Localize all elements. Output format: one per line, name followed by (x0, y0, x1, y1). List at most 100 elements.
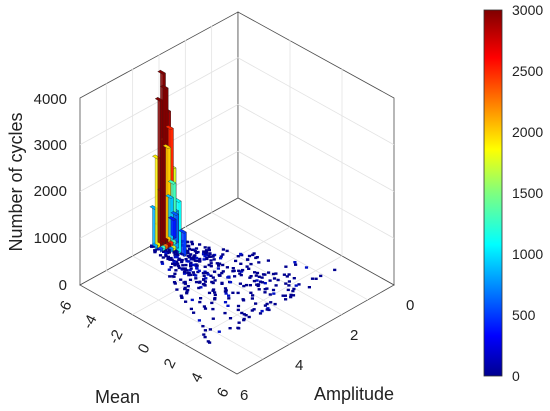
floor-cell (228, 281, 233, 284)
floor-cell (238, 272, 242, 275)
floor-cell (256, 284, 260, 288)
floor-cell (254, 302, 258, 305)
x-tick: -6 (54, 298, 75, 318)
floor-cell (203, 307, 208, 310)
floor-cell (195, 264, 199, 267)
floor-cell (179, 278, 183, 281)
floor-cell (242, 313, 246, 316)
floor-cell (190, 240, 194, 244)
floor-cell (169, 266, 173, 269)
floor-cell (173, 264, 177, 267)
floor-cell (272, 277, 277, 280)
floor-cell (247, 315, 251, 319)
floor-cell (175, 255, 179, 259)
floor-cell (166, 257, 170, 261)
floor-cell (177, 266, 181, 270)
floor-cell (180, 258, 184, 262)
floor-cell (192, 248, 196, 251)
floor-cell (153, 250, 157, 254)
floor-cell (252, 308, 256, 311)
colorbar-tick: 0 (512, 368, 520, 384)
floor-cell (204, 271, 208, 274)
floor-cell (202, 278, 206, 281)
floor-cell (287, 284, 291, 287)
floor-cell (269, 301, 273, 304)
floor-cell (164, 255, 168, 258)
floor-cell (181, 253, 185, 256)
floor-cell (194, 274, 198, 277)
floor-cell (189, 253, 193, 256)
floor-cell (163, 249, 167, 252)
floor-cell (193, 250, 197, 253)
floor-cell (160, 260, 164, 264)
floor-cell (172, 281, 177, 284)
floor-cell (268, 279, 272, 282)
z-tick-labels: 0 1000 2000 3000 4000 (34, 91, 67, 294)
axes-box (79, 11, 395, 375)
floor-cell (185, 292, 189, 295)
floor-cell (268, 293, 272, 296)
floor-cell (211, 276, 215, 279)
floor-cell (247, 267, 251, 270)
floor-cell (253, 271, 257, 274)
z-gridline (237, 57, 395, 146)
floor-cell (319, 274, 323, 278)
floor-cell (252, 279, 256, 283)
floor-cell (208, 252, 212, 255)
floor-cell (192, 258, 196, 261)
floor-cell (283, 294, 287, 297)
floor-cell (292, 287, 296, 291)
floor-cell (237, 327, 241, 330)
floor-cell (237, 269, 241, 272)
floor-cell (158, 254, 163, 257)
floor-cell (204, 277, 208, 280)
x-tick: 0 (135, 341, 154, 356)
floor-cell (198, 300, 202, 304)
floor-cell (221, 248, 225, 251)
floor-cell (287, 273, 291, 276)
floor-cell (224, 292, 228, 295)
floor-cell (216, 267, 220, 270)
floor-cell (265, 302, 269, 306)
floor-cell (213, 293, 217, 297)
floor-cell (183, 267, 187, 270)
histogram-bar (178, 228, 187, 258)
floor-cell (212, 258, 216, 261)
floor-cell (176, 264, 181, 268)
floor-cell (263, 304, 267, 307)
floor-cell (242, 284, 246, 288)
floor-cell (218, 274, 222, 277)
floor-cell (197, 269, 201, 272)
floor-cell (186, 249, 190, 253)
colorbar-tick: 2500 (512, 63, 543, 79)
floor-cell (174, 269, 178, 272)
floor-cell (203, 246, 207, 249)
floor-cell (184, 300, 188, 303)
floor-cell (294, 284, 298, 287)
floor-cell (202, 274, 206, 278)
floor-cell (211, 281, 215, 285)
y-axis-label: Amplitude (314, 384, 394, 404)
floor-cell (297, 283, 301, 286)
floor-cell (291, 289, 295, 293)
colorbar-tick: 3000 (512, 2, 543, 18)
floor-cell (227, 294, 231, 297)
floor-cell (194, 247, 199, 250)
colorbar-tick: 1500 (512, 185, 543, 201)
floor-cell (260, 281, 265, 284)
floor-cell (164, 253, 168, 256)
histogram-bar (167, 216, 177, 240)
floor-cell (238, 282, 242, 285)
floor-cell (195, 267, 199, 270)
floor-cell (291, 294, 296, 297)
floor-cell (189, 264, 193, 268)
floor-cell (166, 255, 170, 259)
floor-cell (153, 249, 157, 252)
floor-cell (244, 283, 249, 287)
floor-cell (206, 273, 210, 276)
floor-cell (198, 257, 202, 261)
floor-cell (162, 250, 166, 253)
floor-cell (274, 272, 278, 275)
floor-cell (181, 264, 185, 267)
y-tick-labels: 0 2 4 6 (240, 297, 414, 404)
